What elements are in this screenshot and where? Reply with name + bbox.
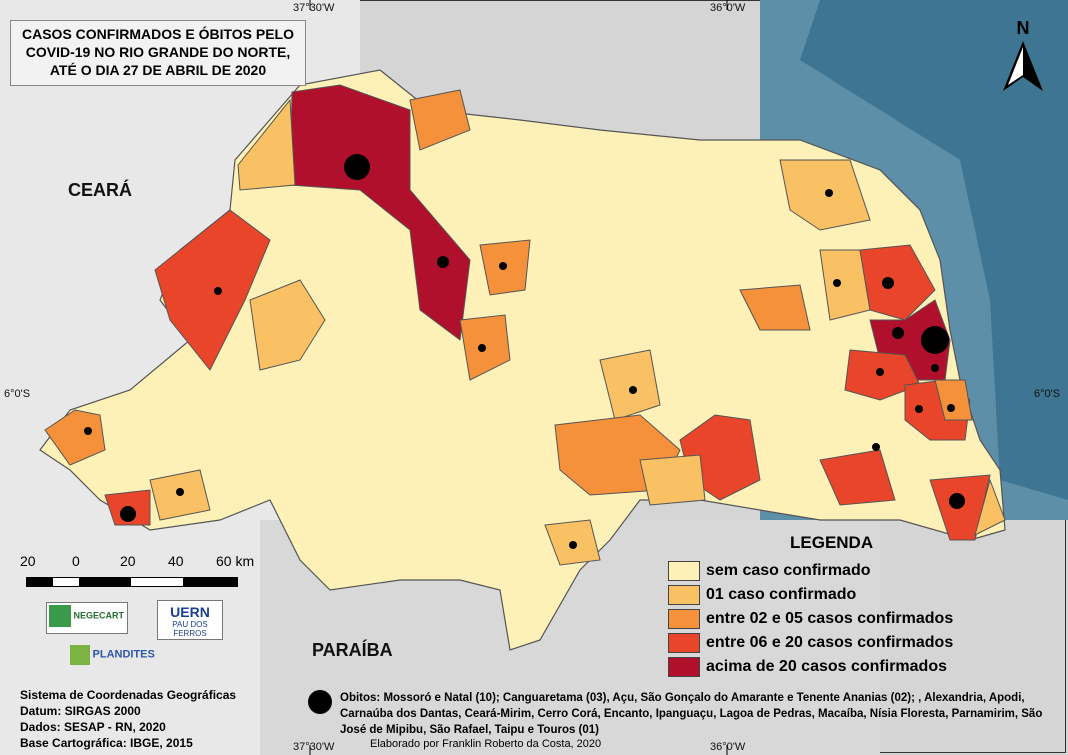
scale-label: 20 <box>120 553 136 569</box>
tenente-ananias-municipality[interactable] <box>44 409 106 466</box>
obito-marker[interactable] <box>931 364 939 372</box>
municipality-highCase[interactable] <box>819 449 896 506</box>
paraiba-label: PARAÍBA <box>312 640 393 660</box>
obito-marker[interactable] <box>629 386 637 394</box>
info-line: Sistema de Coordenadas Geográficas <box>20 688 237 702</box>
legend-swatch <box>668 633 700 653</box>
scale-label: 40 <box>168 553 184 569</box>
info-line: Dados: SESAP - RN, 2020 <box>20 720 166 734</box>
scale-label: 0 <box>72 553 80 569</box>
negecart-text: NEGECART <box>73 610 125 621</box>
graticule-lat-left: 6°0'S <box>4 388 31 400</box>
scale-bar: 20 0 20 40 60 km <box>20 553 260 587</box>
graticule-lon-bottom-right: 36°0'W <box>710 741 746 753</box>
legend-label: entre 06 e 20 casos confirmados <box>706 634 954 651</box>
legend-label: sem caso confirmado <box>706 562 871 579</box>
info-block: Sistema de Coordenadas Geográficas Datum… <box>20 687 236 751</box>
uern-text: UERN <box>170 604 210 620</box>
obito-marker[interactable] <box>876 368 884 376</box>
uern-sub-text: PAU DOS FERROS <box>172 620 208 638</box>
obito-marker-natal[interactable] <box>921 326 949 354</box>
obito-marker[interactable] <box>176 488 184 496</box>
legend-item: 01 caso confirmado <box>668 583 1048 607</box>
legend-swatch <box>668 609 700 629</box>
info-line: Base Cartográfica: IBGE, 2015 <box>20 736 193 750</box>
legend-title: LEGENDA <box>790 533 874 552</box>
legend-swatch <box>668 585 700 605</box>
title-line-1: CASOS CONFIRMADOS E ÓBITOS PELO <box>22 26 294 42</box>
north-label: N <box>1016 18 1030 38</box>
deep-ocean <box>800 0 1068 500</box>
obito-marker[interactable] <box>120 506 136 522</box>
graticule-lat-right: 6°0'S <box>1034 388 1061 400</box>
scale-bar-graphic <box>26 577 238 587</box>
obito-marker[interactable] <box>478 344 486 352</box>
title-line-2: COVID-19 NO RIO GRANDE DO NORTE, <box>25 44 291 60</box>
legend-item: sem caso confirmado <box>668 559 1048 583</box>
ceara-label: CEARÁ <box>68 180 133 200</box>
map-title: CASOS CONFIRMADOS E ÓBITOS PELO COVID-19… <box>10 20 306 86</box>
negecart-logo: NEGECART <box>46 602 128 634</box>
info-line: Datum: SIRGAS 2000 <box>20 704 141 718</box>
plandites-icon <box>70 645 90 665</box>
scale-label: 60 km <box>216 553 255 569</box>
credit-text: Elaborado por Franklin Roberto da Costa,… <box>370 738 602 750</box>
municipality-oneCase[interactable] <box>599 349 661 421</box>
title-line-3: ATÉ O DIA 27 DE ABRIL DE 2020 <box>49 62 267 78</box>
touros-municipality[interactable] <box>779 159 871 231</box>
legend-label: acima de 20 casos confirmados <box>706 658 947 675</box>
municipality-midCase[interactable] <box>409 89 471 151</box>
municipality-oneCase[interactable] <box>974 478 1006 536</box>
plandites-logo: PLANDITES <box>70 645 220 675</box>
obito-marker[interactable] <box>569 541 577 549</box>
obito-marker-mossoro[interactable] <box>344 154 370 180</box>
legend-label: 01 caso confirmado <box>706 586 857 603</box>
graticule-lon-top-right: 36°0'W <box>710 2 746 14</box>
legend-swatch <box>668 657 700 677</box>
obito-marker[interactable] <box>947 404 955 412</box>
tree-icon <box>49 605 71 627</box>
obito-marker-canguaretama[interactable] <box>949 493 965 509</box>
municipality-oneCase[interactable] <box>237 98 296 191</box>
mossoro-municipality[interactable] <box>289 84 471 341</box>
uern-logo: UERN PAU DOS FERROS <box>157 600 223 640</box>
apodi-municipality[interactable] <box>154 209 271 371</box>
legend-item: entre 02 e 05 casos confirmados <box>668 607 1048 631</box>
obito-marker[interactable] <box>833 279 841 287</box>
legend-swatch <box>668 561 700 581</box>
municipality-midCase[interactable] <box>739 284 811 331</box>
legend: LEGENDA sem caso confirmado 01 caso conf… <box>668 533 1048 679</box>
obito-marker[interactable] <box>882 277 894 289</box>
obito-marker[interactable] <box>499 262 507 270</box>
nisia-floresta-municipality[interactable] <box>934 379 973 421</box>
obito-marker[interactable] <box>825 189 833 197</box>
obito-marker[interactable] <box>437 256 449 268</box>
obito-marker[interactable] <box>84 427 92 435</box>
obitos-note: Obitos: Mossoró e Natal (10); Canguareta… <box>340 692 1043 736</box>
ceara-mirim-municipality[interactable] <box>859 244 936 321</box>
graticule-lon-bottom-left: 37°30'W <box>293 741 335 753</box>
scale-label: 20 <box>20 553 36 569</box>
legend-item: acima de 20 casos confirmados <box>668 655 1048 679</box>
municipality-oneCase[interactable] <box>639 454 706 506</box>
north-arrow-icon <box>1003 41 1043 91</box>
rn-state <box>39 69 1006 651</box>
obito-legend-marker <box>308 690 332 714</box>
graticule-lon-top-left: 37°30'W <box>293 2 335 14</box>
legend-item: entre 06 e 20 casos confirmados <box>668 631 1048 655</box>
obito-marker[interactable] <box>892 327 904 339</box>
legend-label: entre 02 e 05 casos confirmados <box>706 610 954 627</box>
municipality-oneCase[interactable] <box>249 279 326 371</box>
plandites-text: PLANDITES <box>92 648 155 661</box>
obito-marker[interactable] <box>915 405 923 413</box>
north-arrow: N <box>998 18 1048 98</box>
obito-marker[interactable] <box>872 443 880 451</box>
obito-marker[interactable] <box>214 287 222 295</box>
